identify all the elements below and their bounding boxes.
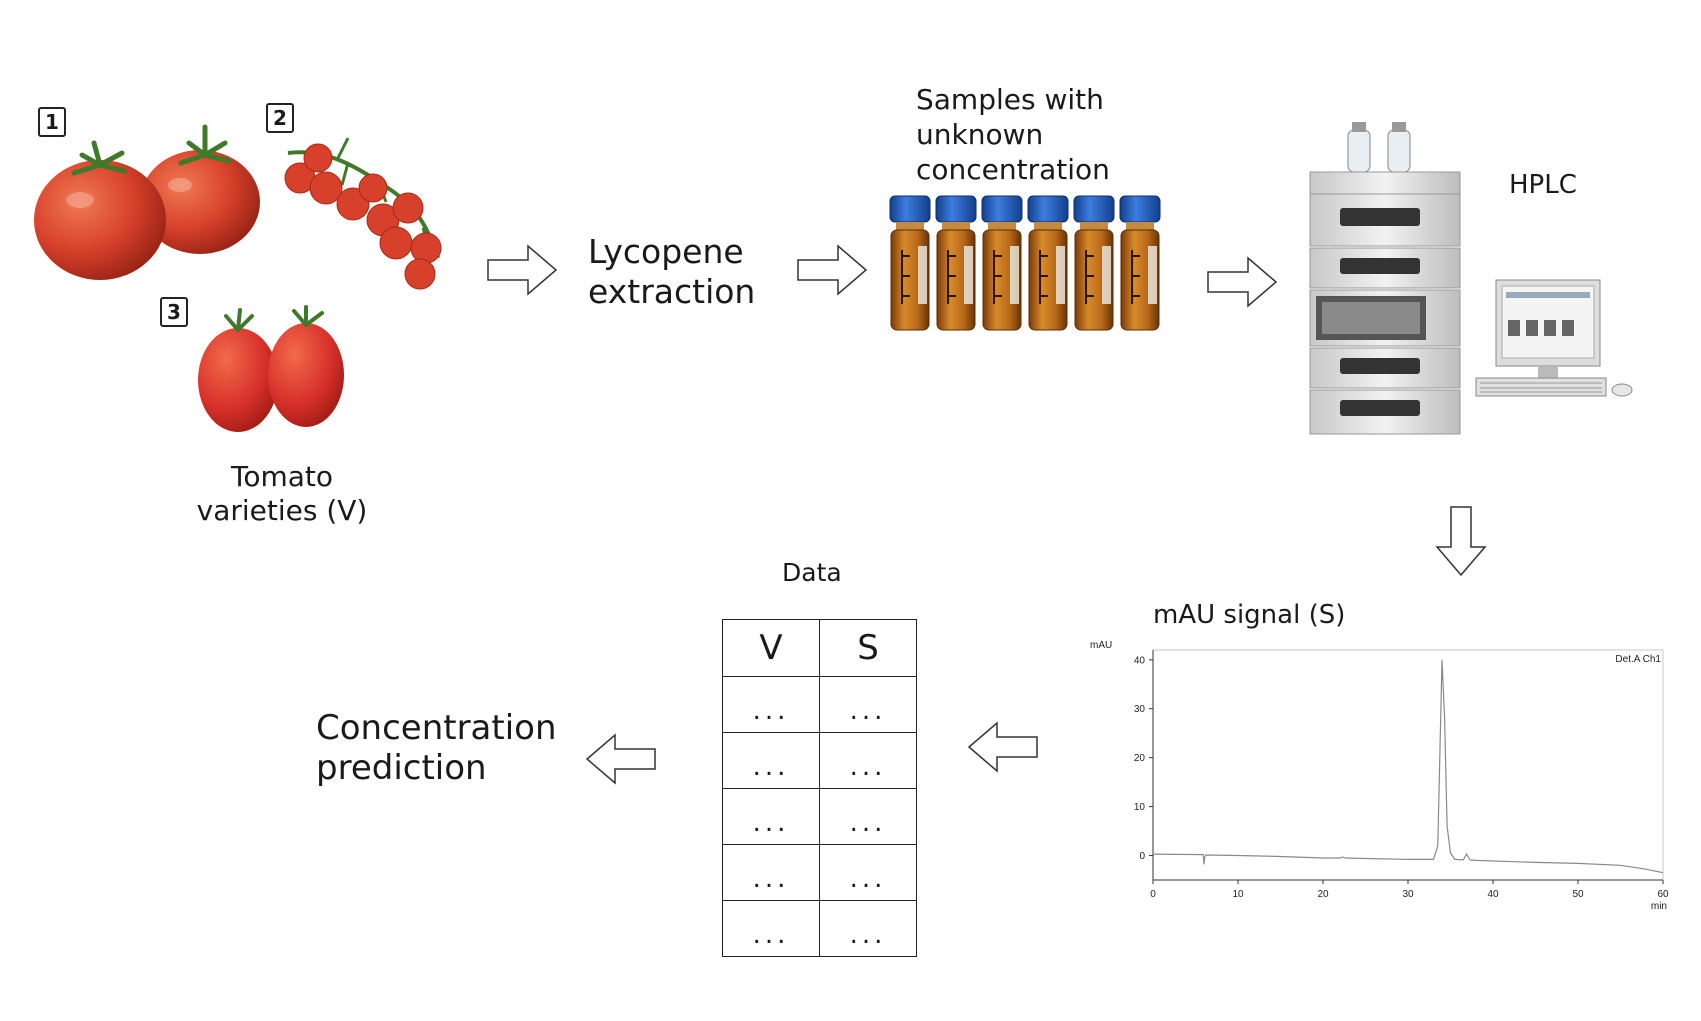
lycopene-extraction-line-2: extraction (588, 272, 756, 311)
table-cell: ... (819, 788, 917, 845)
sample-vial (1119, 195, 1161, 331)
table-cell-value: ... (752, 920, 790, 950)
y-axis-label: mAU (1090, 640, 1112, 651)
table-cell: ... (819, 844, 917, 901)
table-cell: ... (722, 844, 820, 901)
samples-label-line-3: concentration (916, 153, 1110, 186)
table-cell-value: ... (849, 752, 887, 782)
lycopene-extraction-line-1: Lycopene (588, 232, 744, 271)
table-cell-value: ... (849, 920, 887, 950)
data-table-header-row: V S (722, 619, 917, 677)
table-cell-value: ... (849, 808, 887, 838)
hplc-label: HPLC (1509, 170, 1577, 200)
hplc-instrument-image (1309, 122, 1633, 435)
sample-vial (1027, 195, 1069, 331)
tomato-variety-1-image (34, 124, 260, 280)
table-cell: ... (819, 732, 917, 789)
x-axis-label: min (1651, 901, 1667, 912)
sample-vial (1073, 195, 1115, 331)
sample-vial (889, 195, 931, 331)
table-row: ... ... (722, 900, 917, 957)
x-tick-label: 20 (1317, 889, 1329, 900)
table-cell: ... (722, 732, 820, 789)
arrow-left-icon (967, 721, 1038, 773)
x-tick-label: 0 (1150, 889, 1156, 900)
tomato-varieties-caption-line-1: Tomato (230, 460, 334, 493)
table-cell-value: ... (752, 752, 790, 782)
sample-vials (889, 195, 1161, 331)
y-tick-label: 10 (1134, 802, 1146, 813)
x-tick-label: 30 (1402, 889, 1414, 900)
y-tick-label: 20 (1134, 753, 1146, 764)
tomato-varieties-caption: Tomato varieties (V) (172, 460, 392, 528)
table-cell-value: ... (752, 864, 790, 894)
tomato-variety-2-image (284, 137, 442, 290)
table-cell: ... (819, 676, 917, 733)
x-tick-label: 50 (1572, 889, 1584, 900)
y-tick-label: 40 (1134, 655, 1146, 666)
arrow-left-icon (585, 733, 656, 785)
concentration-prediction-label: Concentration prediction (316, 708, 557, 788)
table-cell-value: ... (752, 808, 790, 838)
sample-vial (981, 195, 1023, 331)
samples-label-line-1: Samples with (916, 83, 1104, 116)
chromatogram-series-line (1152, 659, 1664, 874)
mau-signal-label: mAU signal (S) (1153, 600, 1346, 630)
chromatogram-chart: 40 30 20 10 0 0 10 20 30 40 50 60 mAU min Det.A Ch1 (1090, 640, 1669, 912)
table-row: ... ... (722, 676, 917, 733)
table-cell-value: ... (752, 696, 790, 726)
table-cell: ... (722, 900, 820, 957)
variety-badge-3: 3 (160, 297, 188, 327)
arrow-down-icon (1435, 506, 1487, 577)
arrow-right-icon (797, 244, 868, 296)
concentration-prediction-line-2: prediction (316, 748, 487, 788)
lycopene-extraction-label: Lycopene extraction (588, 232, 755, 312)
table-cell-value: ... (849, 696, 887, 726)
arrow-right-icon (487, 244, 558, 296)
sample-vial (935, 195, 977, 331)
tomato-varieties-caption-line-2: varieties (V) (196, 494, 368, 527)
data-table-header-s: S (819, 619, 917, 677)
arrow-right-icon (1207, 256, 1278, 308)
y-tick-label: 30 (1134, 704, 1146, 715)
table-row: ... ... (722, 788, 917, 845)
data-table: V S ... ... ... ... ... ... ... ... ... … (722, 619, 917, 957)
table-cell: ... (819, 900, 917, 957)
plot-frame (1152, 649, 1664, 881)
variety-badge-2: 2 (266, 103, 294, 133)
variety-badge-1: 1 (38, 107, 66, 137)
table-cell: ... (722, 676, 820, 733)
x-tick-label: 60 (1657, 889, 1669, 900)
table-cell-value: ... (849, 864, 887, 894)
table-cell: ... (722, 788, 820, 845)
table-row: ... ... (722, 844, 917, 901)
data-table-title: Data (782, 558, 842, 587)
x-tick-label: 40 (1487, 889, 1499, 900)
samples-label: Samples with unknown concentration (916, 82, 1110, 187)
concentration-prediction-line-1: Concentration (316, 708, 557, 748)
channel-label: Det.A Ch1 (1615, 654, 1661, 665)
table-row: ... ... (722, 732, 917, 789)
tomato-variety-3-image (198, 305, 344, 432)
samples-label-line-2: unknown (916, 118, 1044, 151)
x-tick-label: 10 (1232, 889, 1244, 900)
y-tick-label: 0 (1139, 851, 1145, 862)
data-table-header-v: V (722, 619, 820, 677)
